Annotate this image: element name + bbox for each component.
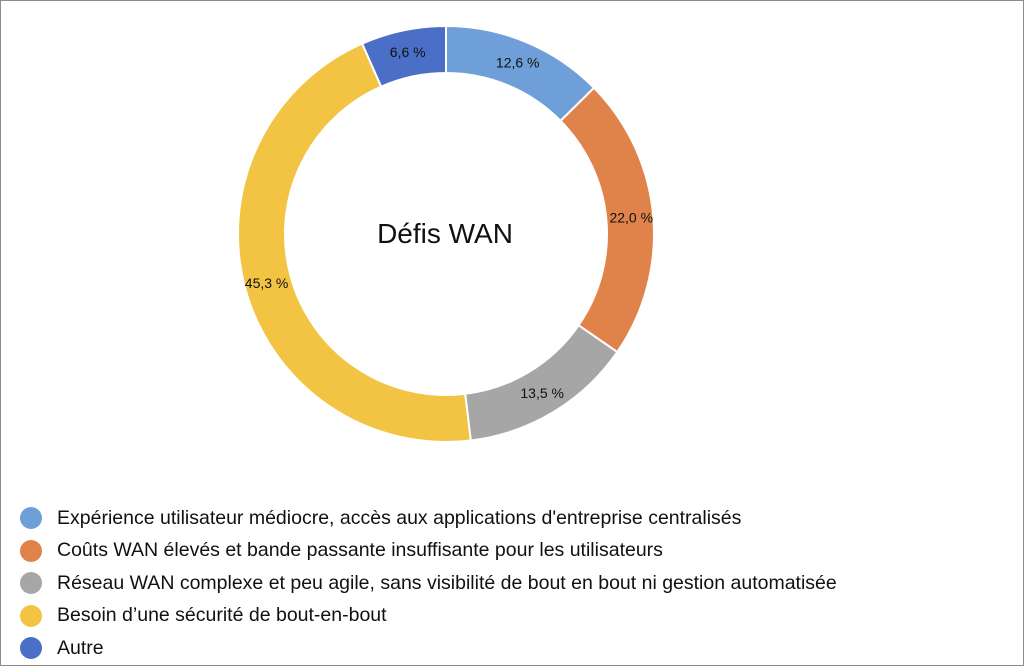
donut-slice bbox=[464, 323, 619, 442]
legend-label: Autre bbox=[57, 636, 104, 659]
slice-data-label: 22,0 % bbox=[609, 210, 653, 226]
legend-item: Expérience utilisateur médiocre, accès a… bbox=[20, 502, 837, 535]
legend: Expérience utilisateur médiocre, accès a… bbox=[20, 502, 837, 665]
slice-data-label: 45,3 % bbox=[245, 275, 289, 291]
legend-swatch bbox=[20, 507, 42, 530]
legend-label: Réseau WAN complexe et peu agile, sans v… bbox=[57, 571, 837, 594]
legend-swatch bbox=[20, 604, 42, 627]
slice-data-label: 12,6 % bbox=[496, 54, 540, 70]
legend-label: Besoin d’une sécurité de bout-en-bout bbox=[57, 604, 387, 627]
legend-swatch bbox=[20, 572, 42, 595]
legend-swatch bbox=[20, 637, 42, 660]
chart-title: Défis WAN bbox=[377, 218, 513, 249]
legend-swatch bbox=[20, 539, 42, 562]
donut-slice bbox=[445, 24, 596, 123]
donut-chart: 12,6 % 22,0 % 13,5 % 45,3 % 6,6 % Défis WAN bbox=[237, 24, 655, 443]
legend-label: Coûts WAN élevés et bande passante insuf… bbox=[57, 539, 663, 562]
slice-data-label: 13,5 % bbox=[520, 385, 564, 401]
legend-label: Expérience utilisateur médiocre, accès a… bbox=[57, 506, 742, 529]
slice-data-label: 6,6 % bbox=[390, 44, 426, 60]
legend-item: Autre bbox=[20, 632, 837, 665]
legend-item: Réseau WAN complexe et peu agile, sans v… bbox=[20, 567, 837, 600]
donut-slice bbox=[360, 24, 447, 88]
legend-item: Coûts WAN élevés et bande passante insuf… bbox=[20, 535, 837, 568]
slice-labels: 12,6 % 22,0 % 13,5 % 45,3 % 6,6 % bbox=[245, 44, 653, 401]
donut-slice bbox=[237, 42, 472, 443]
donut-slices bbox=[237, 24, 655, 443]
legend-item: Besoin d’une sécurité de bout-en-bout bbox=[20, 600, 837, 633]
